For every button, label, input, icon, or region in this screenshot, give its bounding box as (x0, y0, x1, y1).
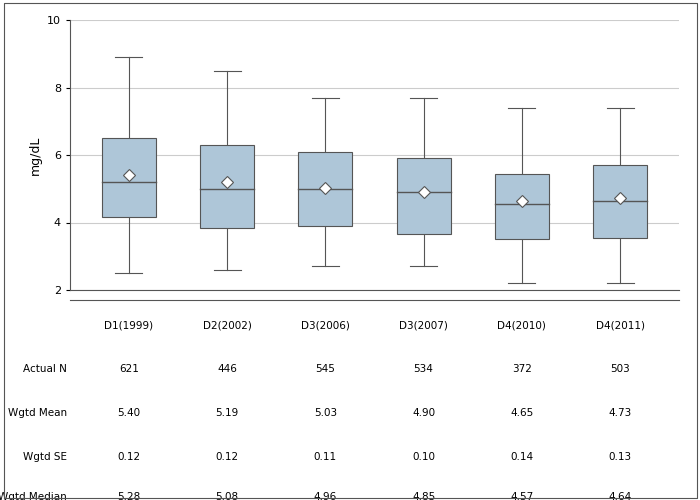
Bar (200, 145, 254, 228)
Text: 4.73: 4.73 (608, 408, 631, 418)
Text: 0.12: 0.12 (216, 452, 239, 462)
Text: 0.12: 0.12 (118, 452, 141, 462)
Text: 534: 534 (414, 364, 433, 374)
Text: 503: 503 (610, 364, 630, 374)
Text: Wgtd SE: Wgtd SE (23, 452, 67, 462)
Text: 4.64: 4.64 (608, 492, 631, 500)
Text: Wgtd Mean: Wgtd Mean (8, 408, 67, 418)
Text: 621: 621 (119, 364, 139, 374)
Text: 4.90: 4.90 (412, 408, 435, 418)
Y-axis label: mg/dL: mg/dL (29, 136, 41, 174)
Text: D4(2011): D4(2011) (596, 320, 645, 330)
Text: 0.10: 0.10 (412, 452, 435, 462)
Bar (397, 158, 451, 234)
Text: 446: 446 (217, 364, 237, 374)
Text: 5.03: 5.03 (314, 408, 337, 418)
Text: D3(2006): D3(2006) (301, 320, 350, 330)
Text: D1(1999): D1(1999) (104, 320, 153, 330)
Text: D4(2010): D4(2010) (498, 320, 546, 330)
Bar (298, 152, 352, 226)
Text: Wgtd Median: Wgtd Median (0, 492, 67, 500)
Text: 0.14: 0.14 (510, 452, 533, 462)
Text: 5.08: 5.08 (216, 492, 239, 500)
Bar (102, 138, 156, 218)
Text: Actual N: Actual N (23, 364, 67, 374)
Text: 4.85: 4.85 (412, 492, 435, 500)
Text: 4.65: 4.65 (510, 408, 533, 418)
Bar (593, 165, 647, 238)
Text: 545: 545 (316, 364, 335, 374)
Text: 0.13: 0.13 (608, 452, 631, 462)
Bar (495, 174, 549, 240)
Text: 372: 372 (512, 364, 532, 374)
Text: 5.40: 5.40 (118, 408, 141, 418)
Text: D2(2002): D2(2002) (203, 320, 251, 330)
Text: D3(2007): D3(2007) (399, 320, 448, 330)
Text: 0.11: 0.11 (314, 452, 337, 462)
Text: 4.57: 4.57 (510, 492, 533, 500)
Text: 5.19: 5.19 (216, 408, 239, 418)
Text: 4.96: 4.96 (314, 492, 337, 500)
Text: 5.28: 5.28 (118, 492, 141, 500)
